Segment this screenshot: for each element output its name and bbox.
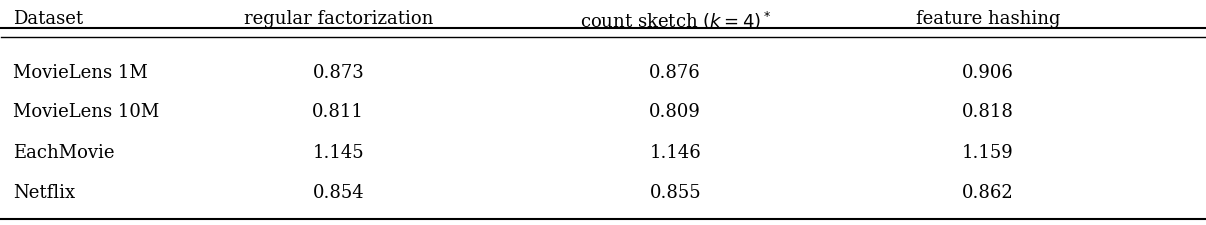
Text: 0.811: 0.811 xyxy=(312,104,364,122)
Text: EachMovie: EachMovie xyxy=(13,144,115,162)
Text: Dataset: Dataset xyxy=(13,10,83,28)
Text: 0.876: 0.876 xyxy=(649,63,701,81)
Text: MovieLens 1M: MovieLens 1M xyxy=(13,63,148,81)
Text: regular factorization: regular factorization xyxy=(244,10,433,28)
Text: 0.906: 0.906 xyxy=(962,63,1014,81)
Text: Netflix: Netflix xyxy=(13,184,76,202)
Text: 1.146: 1.146 xyxy=(649,144,701,162)
Text: 0.855: 0.855 xyxy=(649,184,701,202)
Text: 1.159: 1.159 xyxy=(962,144,1014,162)
Text: 0.854: 0.854 xyxy=(312,184,364,202)
Text: 1.145: 1.145 xyxy=(312,144,364,162)
Text: 0.862: 0.862 xyxy=(962,184,1014,202)
Text: count sketch $(k = 4)^*$: count sketch $(k = 4)^*$ xyxy=(580,10,771,32)
Text: 0.809: 0.809 xyxy=(649,104,701,122)
Text: 0.873: 0.873 xyxy=(312,63,364,81)
Text: feature hashing: feature hashing xyxy=(915,10,1060,28)
Text: MovieLens 10M: MovieLens 10M xyxy=(13,104,159,122)
Text: 0.818: 0.818 xyxy=(962,104,1014,122)
